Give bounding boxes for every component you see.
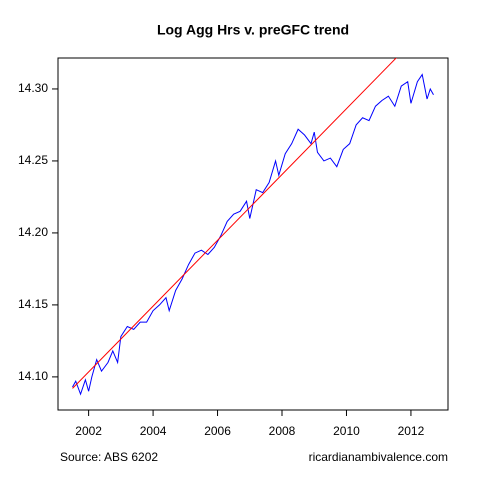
- series-line: [72, 73, 434, 396]
- y-tick-label: 14.10: [18, 369, 48, 383]
- series-line: [72, 58, 397, 389]
- x-tick-label: 2006: [204, 424, 231, 438]
- y-tick-label: 14.20: [18, 225, 48, 239]
- y-tick-label: 14.30: [18, 81, 48, 95]
- x-tick-label: 2004: [140, 424, 167, 438]
- site-note: ricardianambivalence.com: [309, 450, 448, 464]
- x-tick-label: 2008: [269, 424, 296, 438]
- x-tick-label: 2002: [75, 424, 102, 438]
- x-tick-label: 2012: [398, 424, 425, 438]
- y-tick-label: 14.15: [18, 297, 48, 311]
- x-tick-label: 2010: [333, 424, 360, 438]
- y-tick-label: 14.25: [18, 153, 48, 167]
- chart-title: Log Agg Hrs v. preGFC trend: [157, 22, 349, 38]
- source-note: Source: ABS 6202: [60, 450, 158, 464]
- plot-frame: [57, 57, 449, 411]
